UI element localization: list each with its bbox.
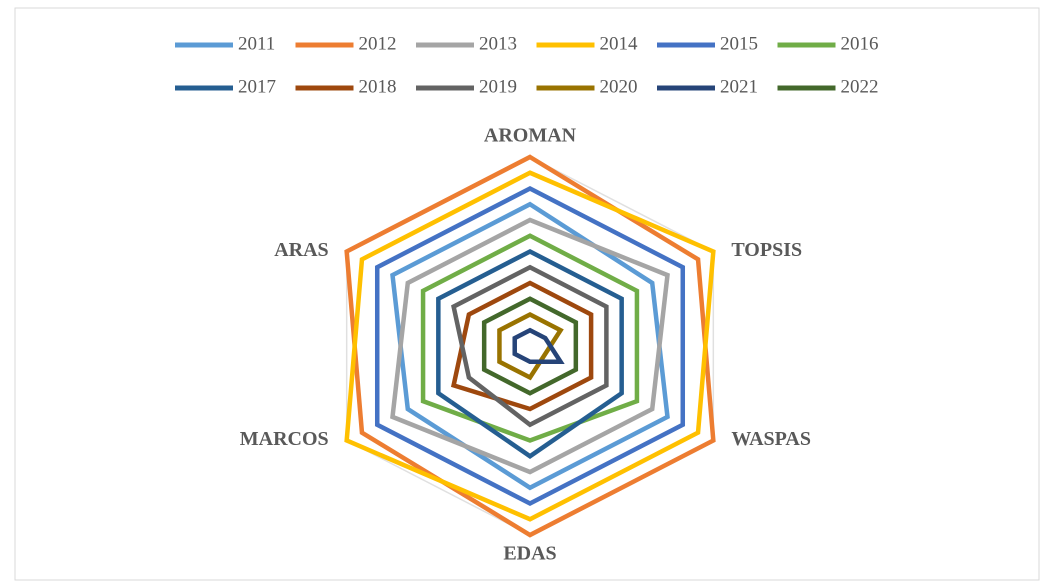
- category-label: MARCOS: [240, 428, 329, 450]
- category-label: AROMAN: [484, 125, 577, 147]
- legend-label: 2017: [238, 76, 276, 97]
- category-label: WASPAS: [731, 428, 811, 450]
- legend-label: 2013: [479, 33, 517, 54]
- series-line: [512, 327, 565, 364]
- category-label: ARAS: [274, 239, 328, 261]
- category-label: TOPSIS: [731, 239, 802, 261]
- legend-label: 2021: [720, 76, 758, 97]
- series-line: [436, 248, 624, 459]
- series-line: [390, 201, 670, 491]
- series-line: [481, 296, 579, 396]
- series-line: [420, 233, 640, 443]
- series-line: [374, 185, 686, 507]
- series-line: [344, 170, 716, 522]
- legend-label: 2018: [359, 76, 397, 97]
- series-line: [497, 311, 564, 381]
- series-line: [450, 280, 594, 412]
- legend-label: 2019: [479, 76, 517, 97]
- series-line: [344, 154, 716, 538]
- legend-label: 2015: [720, 33, 758, 54]
- series-line: [451, 264, 609, 428]
- legend-label: 2022: [841, 76, 879, 97]
- legend-label: 2016: [841, 33, 879, 54]
- legend-label: 2012: [359, 33, 397, 54]
- legend-label: 2020: [600, 76, 638, 97]
- legend-label: 2014: [600, 33, 639, 54]
- category-label: EDAS: [503, 543, 556, 565]
- legend-label: 2011: [238, 33, 275, 54]
- series-line: [390, 217, 670, 475]
- chart-frame: [14, 7, 1040, 581]
